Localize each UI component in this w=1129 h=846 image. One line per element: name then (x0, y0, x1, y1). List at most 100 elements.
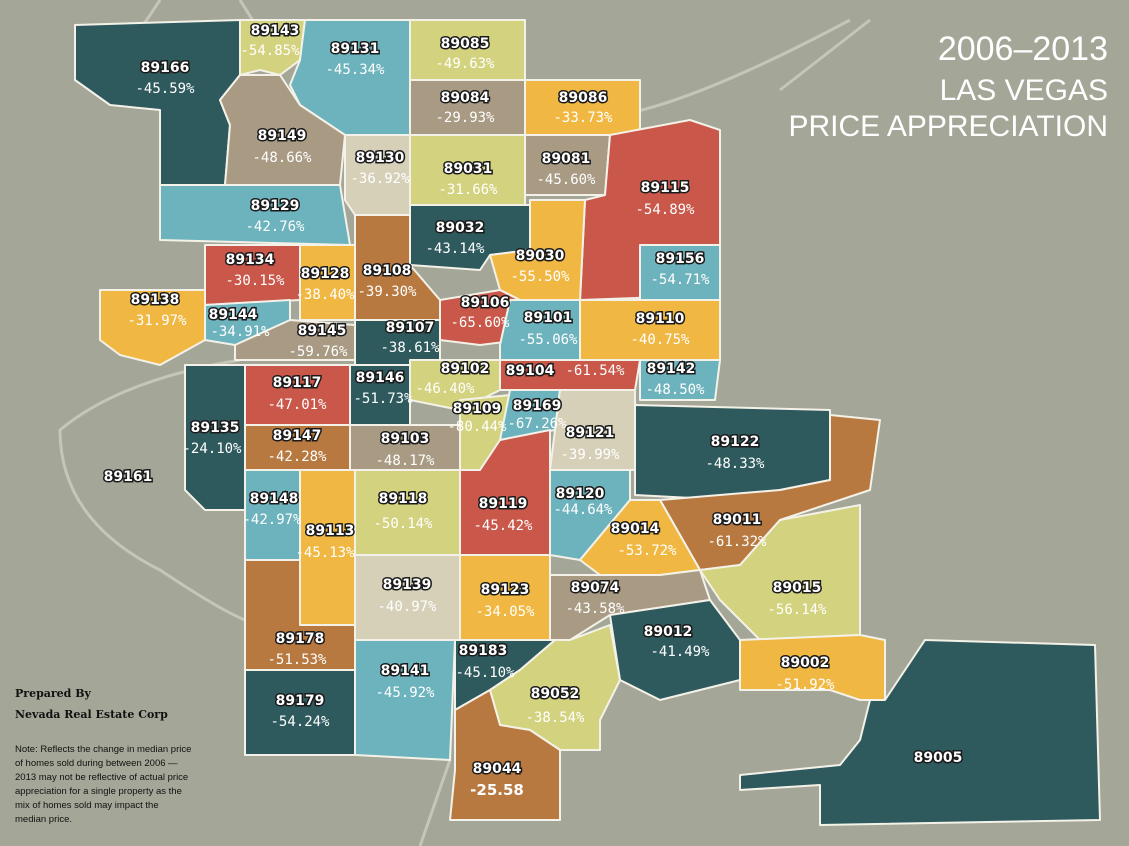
zip-label: 89169 (513, 398, 562, 414)
change-label: -61.32% (707, 534, 767, 550)
zip-label: 89081 (542, 151, 591, 167)
zip-label: 89085 (441, 36, 490, 52)
change-label: -67.26% (507, 416, 567, 432)
change-label: -42.28% (267, 449, 327, 465)
zip-label: 89011 (713, 512, 762, 528)
change-label: -54.24% (270, 714, 330, 730)
change-label: -55.50% (510, 269, 570, 285)
region-89101[interactable] (499, 299, 581, 361)
change-label: -54.71% (650, 272, 710, 288)
title-years: 2006–2013 (938, 30, 1108, 68)
region-89118[interactable] (354, 469, 461, 556)
change-label: -42.76% (245, 219, 305, 235)
change-label: -48.66% (252, 150, 312, 166)
zip-label: 89104 (506, 363, 555, 379)
zip-label: 89161 (104, 469, 153, 485)
zip-label: 89109 (453, 401, 502, 417)
change-label: -48.50% (645, 382, 705, 398)
change-label: -24.10% (182, 441, 242, 457)
zip-label: 89146 (356, 370, 405, 386)
zip-label: 89107 (386, 320, 435, 336)
region-89044[interactable] (449, 689, 561, 821)
zip-label: 89148 (250, 491, 299, 507)
zip-label: 89141 (381, 663, 430, 679)
zip-label: 89183 (459, 643, 508, 659)
change-label: -33.73% (553, 110, 613, 126)
region-89110[interactable] (579, 299, 721, 361)
region-89012[interactable] (609, 599, 741, 701)
zip-label: 89032 (436, 220, 485, 236)
change-label: -51.92% (775, 677, 835, 693)
region-labels: 89143 -54.85% 89166 -45.59% 89131 -45.34… (102, 22, 964, 800)
credit-block: Prepared By Nevada Real Estate Corp (15, 687, 168, 721)
region-89015[interactable] (699, 504, 861, 641)
zip-label: 89143 (251, 23, 300, 39)
map-title: 2006–2013 LAS VEGAS PRICE APPRECIATION (788, 30, 1108, 143)
note-line-2: 2013 may not be reflective of actual pri… (15, 772, 188, 783)
zip-label: 89118 (379, 491, 428, 507)
change-label: -36.92% (350, 171, 410, 187)
zip-label: 89121 (566, 425, 615, 441)
region-89128[interactable] (299, 244, 356, 321)
change-label: -49.63% (435, 56, 495, 72)
change-label: -34.05% (475, 604, 535, 620)
zip-label: 89120 (556, 486, 605, 502)
region-89086[interactable] (524, 79, 641, 136)
change-label: -51.73% (353, 391, 413, 407)
credit-line1: Prepared By (15, 687, 91, 700)
zip-label: 89044 (473, 761, 522, 777)
zip-label: 89052 (531, 686, 580, 702)
change-label: -45.34% (325, 62, 385, 78)
zip-label: 89156 (656, 251, 705, 267)
region-89142[interactable] (639, 359, 721, 401)
zip-label: 89031 (444, 161, 493, 177)
title-line1: LAS VEGAS (940, 74, 1108, 107)
change-label: -45.60% (536, 172, 596, 188)
zip-label: 89102 (441, 361, 490, 377)
change-label: -48.33% (705, 456, 765, 472)
zip-label: 89149 (258, 128, 307, 144)
change-label: -48.17% (375, 453, 435, 469)
change-label: -61.54% (565, 363, 625, 379)
region-89005[interactable] (739, 639, 1101, 826)
zip-label: 89129 (251, 198, 300, 214)
change-label: -40.75% (630, 332, 690, 348)
zip-label: 89110 (636, 311, 685, 327)
change-label: -31.97% (127, 313, 187, 329)
zip-label: 89002 (781, 655, 830, 671)
zip-label: 89131 (331, 41, 380, 57)
region-89117[interactable] (244, 364, 351, 426)
zip-label: 89014 (611, 521, 660, 537)
change-label: -59.76% (288, 344, 348, 360)
zip-label: 89103 (381, 431, 430, 447)
region-89138[interactable] (99, 289, 206, 366)
change-label: -38.54% (525, 710, 585, 726)
note-line-0: Note: Reflects the change in median pric… (15, 744, 191, 755)
region-89129[interactable] (159, 184, 351, 246)
region-89084[interactable] (409, 79, 526, 136)
note-line-3: appreciation for a single property as th… (15, 786, 182, 797)
zip-label: 89144 (209, 307, 258, 323)
zip-label: 89178 (276, 631, 325, 647)
change-label: -43.14% (425, 241, 485, 257)
zip-label: 89012 (644, 624, 693, 640)
change-label: -54.89% (635, 202, 695, 218)
highway-lines (58, 0, 871, 846)
zip-regions (74, 19, 1101, 826)
region-89135[interactable] (184, 364, 246, 511)
zip-label: 89179 (276, 693, 325, 709)
zip-label: 89084 (441, 90, 490, 106)
region-89179[interactable] (244, 669, 356, 756)
region-89139[interactable] (354, 554, 461, 641)
change-label: -50.14% (373, 516, 433, 532)
change-label: -40.97% (377, 599, 437, 615)
change-label: -46.40% (415, 381, 475, 397)
change-label: -29.93% (435, 110, 495, 126)
change-label: -51.53% (267, 652, 327, 668)
credit-line2: Nevada Real Estate Corp (15, 708, 168, 721)
zip-label: 89166 (141, 60, 190, 76)
change-label: -31.66% (438, 182, 498, 198)
zip-label: 89030 (516, 248, 565, 264)
change-label: -41.49% (650, 644, 710, 660)
